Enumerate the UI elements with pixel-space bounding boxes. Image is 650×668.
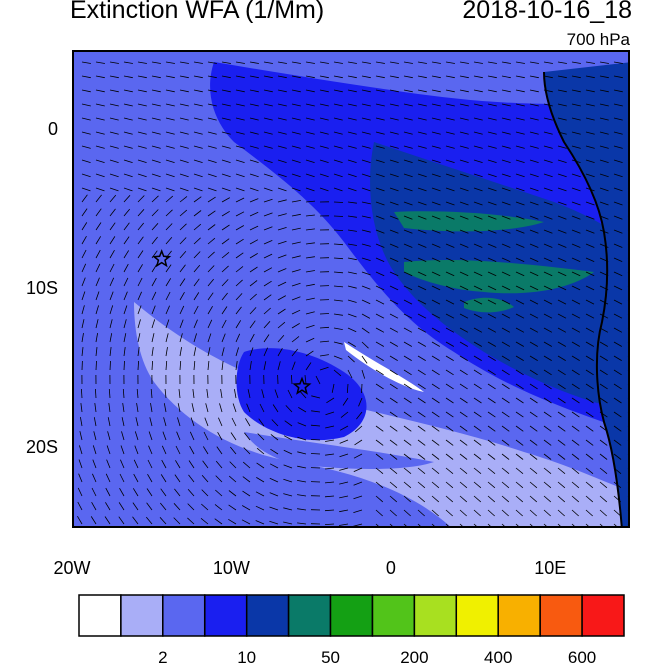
colorbar-box: [540, 595, 582, 636]
wind-barb: [628, 398, 630, 403]
wind-barb: [628, 188, 630, 191]
x-tick-label: 0: [386, 558, 396, 579]
wind-barb: [628, 174, 630, 177]
colorbar: [78, 594, 626, 638]
wind-barb: [334, 202, 343, 203]
colorbar-box: [121, 595, 163, 636]
wind-barb: [628, 160, 630, 163]
wind-barb: [311, 454, 320, 455]
wind-barb: [628, 76, 630, 78]
colorbar-label: 2: [158, 648, 167, 668]
wind-barb: [628, 146, 630, 148]
pressure-level-label: 700 hPa: [567, 30, 630, 50]
x-tick-label: 20W: [53, 558, 90, 579]
colorbar-label: 600: [568, 648, 596, 668]
wind-barb: [628, 370, 630, 375]
colorbar-label: 10: [237, 648, 256, 668]
colorbar-box: [289, 595, 331, 636]
wind-barb: [628, 356, 630, 361]
wind-barb: [628, 384, 630, 389]
wind-barb: [628, 412, 630, 417]
wind-barb: [628, 216, 630, 219]
wind-barb: [628, 202, 630, 205]
map-title: Extinction WFA (1/Mm): [70, 0, 324, 25]
wind-barb: [320, 314, 329, 315]
wind-barb: [628, 62, 630, 64]
colorbar-box: [247, 595, 289, 636]
colorbar-box: [163, 595, 205, 636]
map-timestamp: 2018-10-16_18: [462, 0, 632, 25]
wind-barb: [628, 258, 630, 262]
colorbar-box: [205, 595, 247, 636]
colorbar-box: [498, 595, 540, 636]
wind-barb: [628, 272, 630, 276]
wind-barb: [628, 286, 630, 290]
wind-barb: [110, 361, 111, 370]
wind-barb: [628, 454, 630, 460]
wind-barb: [628, 342, 630, 347]
wind-barb: [628, 482, 630, 488]
y-tick-label: 20S: [26, 437, 58, 458]
wind-barb: [96, 361, 97, 370]
wind-barb: [628, 90, 630, 92]
wind-barb: [628, 468, 630, 474]
map-panel: [72, 50, 630, 528]
x-tick-label: 10W: [213, 558, 250, 579]
wind-barb: [628, 328, 630, 332]
colorbar-box: [331, 595, 373, 636]
wind-barb: [628, 524, 630, 528]
wind-barb: [628, 244, 630, 248]
y-tick-label: 0: [48, 119, 58, 140]
wind-barb: [362, 384, 363, 393]
wind-barb: [628, 314, 630, 318]
wind-barb: [628, 118, 630, 120]
wind-barb: [628, 440, 630, 445]
colorbar-label: 50: [321, 648, 340, 668]
colorbar-label: 400: [484, 648, 512, 668]
wind-barb: [628, 426, 630, 431]
colorbar-box: [373, 595, 415, 636]
wind-barb: [628, 510, 630, 516]
x-tick-label: 10E: [534, 558, 566, 579]
map-plot: [74, 52, 630, 528]
wind-barb: [628, 132, 630, 134]
colorbar-label: 200: [400, 648, 428, 668]
wind-barb: [628, 496, 630, 502]
wind-barb: [124, 361, 125, 370]
wind-barb: [334, 216, 343, 217]
y-tick-label: 10S: [26, 278, 58, 299]
colorbar-box: [582, 595, 624, 636]
wind-barb: [628, 230, 630, 233]
wind-barb: [628, 300, 630, 304]
colorbar-box: [456, 595, 498, 636]
colorbar-box: [414, 595, 456, 636]
colorbar-box: [79, 595, 121, 636]
wind-barb: [628, 104, 630, 106]
